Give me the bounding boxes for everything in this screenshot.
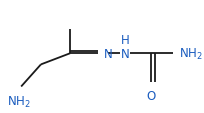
Text: N: N — [104, 47, 113, 60]
Text: O: O — [146, 89, 155, 102]
Text: H: H — [121, 34, 129, 47]
Text: NH$_2$: NH$_2$ — [179, 46, 203, 61]
Text: N: N — [121, 47, 129, 60]
Text: NH$_2$: NH$_2$ — [7, 94, 31, 109]
